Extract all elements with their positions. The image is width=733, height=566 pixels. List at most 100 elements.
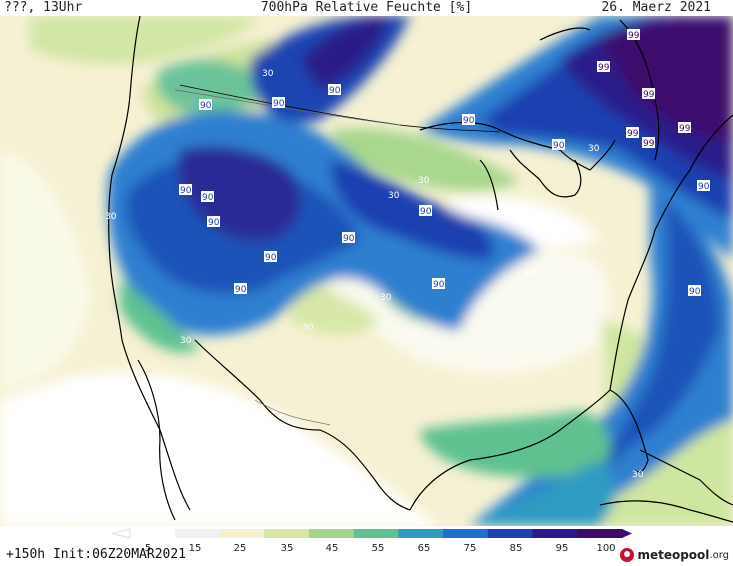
contour-label-90: 90	[207, 216, 220, 228]
legend-tick-label: 15	[189, 543, 202, 554]
contour-label-99: 99	[642, 137, 655, 149]
contour-label-90: 90	[419, 205, 432, 217]
contour-label-90: 90	[697, 180, 710, 192]
contour-label-90: 90	[234, 283, 247, 295]
svg-text:90: 90	[235, 285, 247, 295]
contour-labels: 90 90 90 90 90 90 90 90 90 90 90 90 90 9…	[66, 29, 710, 523]
legend-ticks: 5 15 25 35 45 55 65 75 85 95 100	[145, 543, 616, 554]
legend-tick-label: 85	[510, 543, 523, 554]
svg-text:90: 90	[420, 207, 432, 217]
contour-label-90: 90	[462, 114, 475, 126]
contour-label-99: 99	[597, 61, 610, 73]
contour-label-30: 30	[632, 470, 644, 480]
svg-text:30: 30	[418, 176, 430, 186]
legend-tick-label: 65	[418, 543, 431, 554]
svg-text:30: 30	[388, 191, 400, 201]
contour-label-30: 30	[105, 212, 117, 222]
legend-arrow-right	[622, 529, 632, 538]
svg-text:30: 30	[380, 293, 392, 303]
contour-label-90: 90	[272, 97, 285, 109]
contour-label-30: 30	[388, 191, 400, 201]
contour-label-90: 90	[688, 285, 701, 297]
map-title: 700hPa Relative Feuchte [%]	[260, 0, 473, 15]
svg-text:90: 90	[180, 186, 192, 196]
svg-text:30: 30	[180, 336, 192, 346]
contour-label-90: 90	[432, 278, 445, 290]
legend-tick-label: 95	[556, 543, 569, 554]
legend-swatch	[308, 529, 355, 538]
contour-label-30: 30	[524, 269, 536, 279]
contour-label-90: 90	[328, 84, 341, 96]
humidity-field	[0, 16, 733, 526]
legend-tick-label: 100	[596, 543, 615, 554]
color-legend: 5 15 25 35 45 55 65 75 85 95 100	[111, 528, 632, 554]
svg-text:90: 90	[433, 280, 445, 290]
svg-text:99: 99	[679, 124, 691, 134]
logo-text: meteopool	[637, 548, 710, 562]
svg-text:99: 99	[643, 90, 655, 100]
contour-label-30: 30	[302, 323, 314, 333]
svg-text:30: 30	[632, 470, 644, 480]
svg-text:90: 90	[343, 234, 355, 244]
svg-text:99: 99	[627, 129, 639, 139]
contour-label-90: 90	[179, 184, 192, 196]
label-text: 90	[200, 101, 212, 111]
humidity-map: 90 90 90 90 90 90 90 90 90 90 90 90 90 9…	[0, 16, 733, 526]
logo-suffix: .org	[709, 549, 729, 561]
svg-text:30: 30	[588, 144, 600, 154]
contour-label-99: 99	[678, 122, 691, 134]
contour-label-99: 99	[642, 88, 655, 100]
legend-swatch	[130, 529, 176, 538]
svg-text:30: 30	[524, 269, 536, 279]
svg-text:30: 30	[262, 69, 274, 79]
svg-text:99: 99	[643, 139, 655, 149]
contour-label-90: 90	[264, 251, 277, 263]
contour-label-90: 90	[552, 139, 565, 151]
contour-label-30: 30	[588, 144, 600, 154]
legend-swatch	[532, 529, 578, 538]
contour-label-30: 30	[418, 176, 430, 186]
contour-label-90: 90	[199, 99, 212, 111]
run-info: +150h Init:06Z20MAR2021	[6, 547, 187, 562]
legend-tick-label: 25	[234, 543, 247, 554]
svg-text:90: 90	[689, 287, 701, 297]
svg-text:90: 90	[329, 86, 341, 96]
contour-label-99: 99	[627, 29, 640, 41]
legend-tick-label: 75	[464, 543, 477, 554]
legend-swatch	[353, 529, 399, 538]
svg-text:90: 90	[698, 182, 710, 192]
header-date: 26. Maerz 2021	[601, 0, 711, 15]
header-location-time: ???, 13Uhr	[4, 0, 83, 15]
legend-tick-label: 5	[145, 543, 151, 554]
svg-text:90: 90	[273, 99, 285, 109]
contour-label-90: 90	[201, 191, 214, 203]
contour-label-99: 99	[626, 127, 639, 139]
legend-swatches	[111, 528, 632, 539]
legend-arrow-left	[111, 528, 131, 539]
svg-text:30: 30	[66, 513, 78, 523]
legend-tick-label: 45	[326, 543, 339, 554]
legend-swatch	[487, 529, 534, 538]
legend-swatch	[443, 529, 489, 538]
svg-text:30: 30	[105, 212, 117, 222]
meteopool-logo[interactable]: meteopool .org	[620, 546, 729, 564]
legend-swatch	[398, 529, 444, 538]
svg-text:99: 99	[598, 63, 610, 73]
contour-label-90: 90	[342, 232, 355, 244]
svg-text:90: 90	[463, 116, 475, 126]
contour-label-30: 30	[66, 513, 78, 523]
svg-text:90: 90	[202, 193, 214, 203]
svg-text:99: 99	[628, 31, 640, 41]
contour-label-30: 30	[262, 69, 274, 79]
legend-tick-label: 35	[281, 543, 294, 554]
legend-swatch	[577, 529, 623, 538]
legend-tick-label: 55	[372, 543, 385, 554]
legend-swatch	[264, 529, 310, 538]
svg-text:30: 30	[302, 323, 314, 333]
contour-label-30: 30	[180, 336, 192, 346]
svg-text:90: 90	[553, 141, 565, 151]
contour-label-30: 30	[380, 293, 392, 303]
legend-swatch	[219, 529, 265, 538]
svg-text:90: 90	[208, 218, 220, 228]
svg-text:90: 90	[265, 253, 277, 263]
